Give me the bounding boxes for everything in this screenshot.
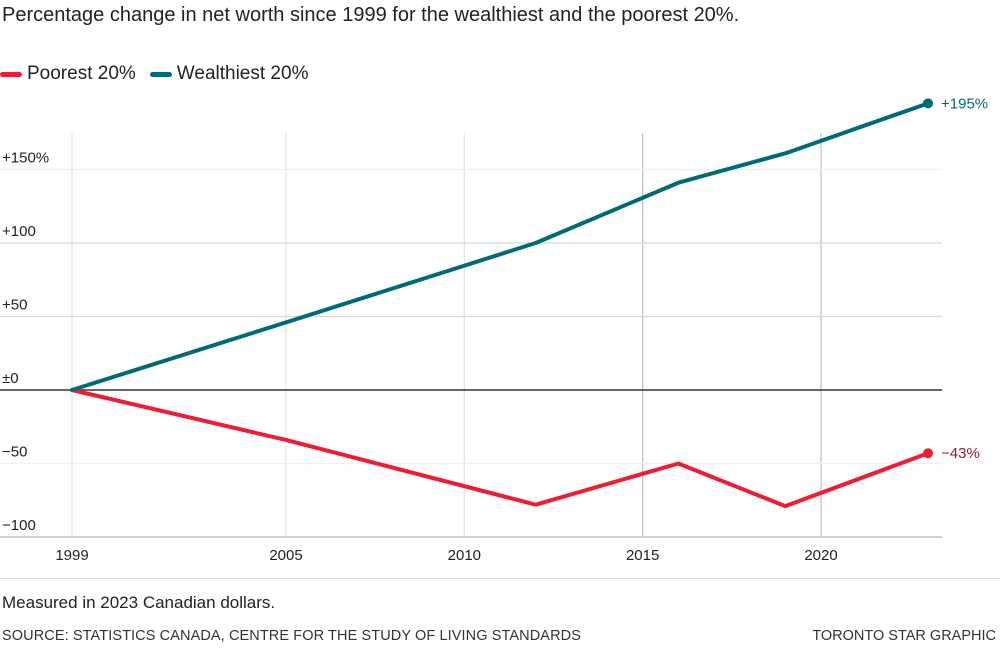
- series-end-marker: [923, 98, 933, 109]
- legend-label-wealthiest: Wealthiest 20%: [176, 63, 309, 84]
- legend-label-poorest: Poorest 20%: [27, 63, 136, 84]
- chart-note: Measured in 2023 Canadian dollars.: [2, 593, 276, 612]
- series-line-poorest: [70, 388, 930, 509]
- legend-item-poorest: Poorest 20%: [0, 63, 136, 85]
- series-end-marker: [923, 448, 933, 459]
- line-chart: −100 −50 ±0 +50 +100 +150% 1999 2005 2010 2015 20…: [0, 95, 988, 564]
- y-tick-label: +50: [2, 297, 27, 314]
- legend-swatch-wealthiest: [149, 71, 172, 77]
- chart-credit: TORONTO STAR GRAPHIC: [812, 628, 996, 644]
- chart-source: SOURCE: STATISTICS CANADA, CENTRE FOR TH…: [2, 628, 581, 644]
- legend-item-wealthiest: Wealthiest 20%: [149, 63, 309, 85]
- y-tick-label: ±0: [2, 370, 19, 387]
- y-axis-ticks: −100 −50 ±0 +50 +100 +150%: [2, 150, 49, 535]
- chart-title: Percentage change in net worth since 199…: [2, 4, 740, 26]
- x-tick-label: 2015: [626, 547, 659, 564]
- y-tick-label: −50: [2, 444, 27, 461]
- legend: Poorest 20% Wealthiest 20%: [0, 63, 322, 85]
- x-tick-label: 2005: [269, 547, 302, 564]
- x-tick-label: 1999: [55, 547, 88, 564]
- x-tick-label: 2020: [804, 547, 837, 564]
- y-tick-label: +100: [2, 223, 36, 240]
- footer-divider: [0, 578, 1000, 579]
- series-end-label: −43%: [941, 445, 980, 462]
- y-tick-label: −100: [2, 517, 36, 534]
- x-axis-ticks: 1999 2005 2010 2015 2020: [55, 547, 837, 564]
- series-line-wealthiest: [70, 101, 930, 392]
- series-end-label: +195%: [941, 95, 988, 112]
- y-tick-label: +150%: [2, 150, 49, 167]
- series-lines: −43% +195%: [70, 95, 988, 509]
- x-tick-label: 2010: [448, 547, 481, 564]
- grid: [0, 133, 942, 538]
- legend-swatch-poorest: [0, 71, 22, 77]
